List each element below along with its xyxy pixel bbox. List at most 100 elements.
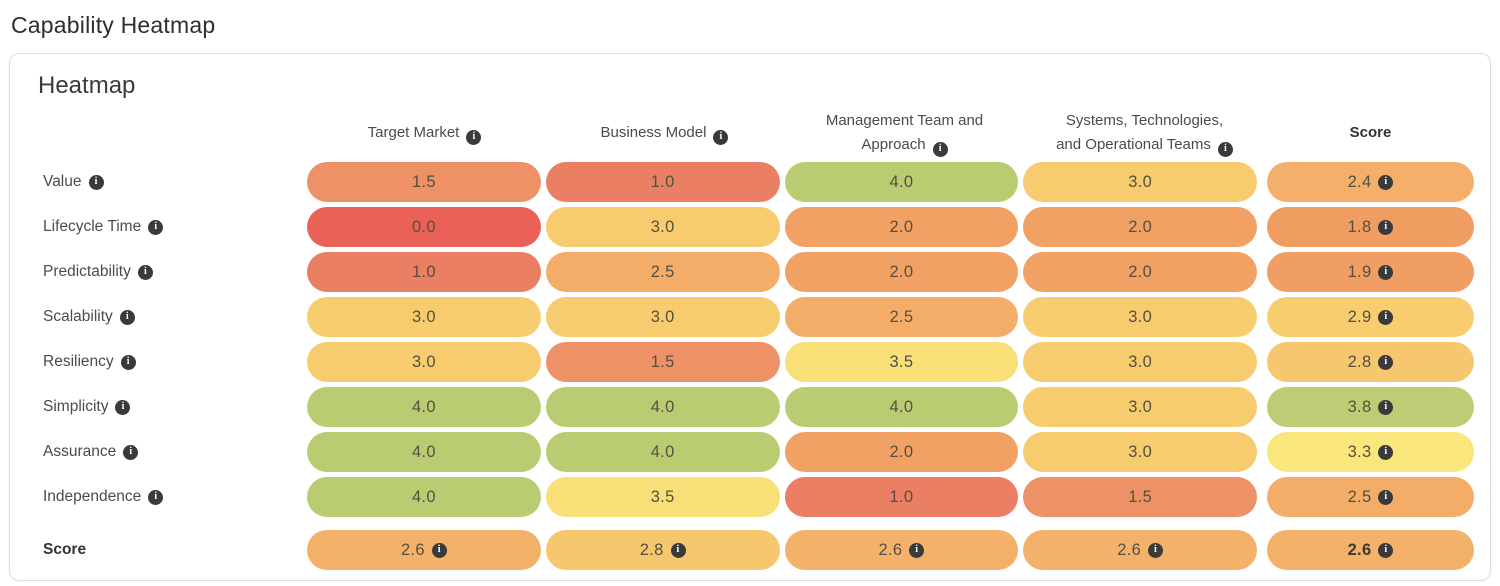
heatmap-card: Heatmap Target Market i Business Model i Man…: [9, 53, 1491, 581]
info-icon[interactable]: i: [88, 174, 104, 190]
info-icon[interactable]: i: [466, 129, 482, 145]
info-icon[interactable]: i: [670, 542, 686, 558]
heatmap-row-value: Value i 1.5 1.0 4.0 3.0 2.4 i: [26, 162, 1474, 202]
score-cell: 1.8 i: [1267, 207, 1474, 247]
column-header-label: Business Model: [600, 124, 707, 141]
cell-value: 3.0: [1128, 352, 1153, 371]
heatmap-cell: 2.0: [1023, 207, 1257, 247]
column-header-business-model: Business Model i: [547, 121, 782, 145]
info-icon[interactable]: i: [932, 141, 948, 157]
info-icon[interactable]: i: [123, 444, 139, 460]
heatmap-row-lifecycle-time: Lifecycle Time i 0.0 3.0 2.0 2.0 1.8 i: [26, 207, 1474, 247]
row-label-text: Score: [43, 541, 87, 558]
cell-value: 1.0: [411, 262, 436, 281]
info-icon[interactable]: i: [909, 542, 925, 558]
cell-value: 1.5: [650, 352, 675, 371]
cell-value: 3.0: [650, 307, 675, 326]
heatmap-cell: 4.0: [545, 387, 780, 427]
info-icon[interactable]: i: [120, 354, 136, 370]
row-label-text: Predictability: [43, 263, 131, 280]
info-icon[interactable]: i: [119, 309, 135, 325]
row-label-scalability: Scalability i: [26, 297, 302, 337]
column-header-score: Score: [1267, 121, 1474, 145]
column-header-target-market: Target Market i: [307, 121, 542, 145]
score-value: 1.9: [1347, 262, 1372, 281]
heatmap-row-simplicity: Simplicity i 4.0 4.0 4.0 3.0 3.8 i: [26, 387, 1474, 427]
column-header-label: Management Team and Approach: [825, 112, 984, 153]
info-icon[interactable]: i: [713, 129, 729, 145]
score-cell: 2.8 i: [1267, 342, 1474, 382]
heatmap-cell: 1.0: [307, 252, 541, 292]
cell-value: 4.0: [889, 397, 914, 416]
score-cell: 2.6 i: [1267, 530, 1474, 570]
heatmap-cell: 1.5: [1023, 477, 1257, 517]
row-label-text: Value: [43, 173, 82, 190]
info-icon[interactable]: i: [1217, 141, 1233, 157]
info-icon[interactable]: i: [1378, 309, 1394, 325]
heatmap-grid: Target Market i Business Model i Management …: [26, 106, 1474, 570]
info-icon[interactable]: i: [137, 264, 153, 280]
header-row: Target Market i Business Model i Management …: [26, 106, 1474, 160]
cell-value: 3.0: [411, 307, 436, 326]
info-icon[interactable]: i: [1378, 444, 1394, 460]
heatmap-cell: 3.5: [545, 477, 780, 517]
cell-value: 3.5: [889, 352, 914, 371]
cell-value: 2.5: [889, 307, 914, 326]
cell-value: 4.0: [889, 172, 914, 191]
heatmap-cell: 3.0: [545, 207, 780, 247]
score-cell: 3.3 i: [1267, 432, 1474, 472]
heatmap-cell: 4.0: [784, 387, 1019, 427]
heatmap-cell: 0.0: [307, 207, 541, 247]
heatmap-cell: 3.0: [1023, 387, 1257, 427]
cell-value: 2.6: [1117, 540, 1142, 559]
row-label-independence: Independence i: [26, 477, 302, 517]
column-header-label: Systems, Technologies, and Operational T…: [1056, 112, 1224, 153]
heatmap-cell: 2.8 i: [545, 530, 780, 570]
info-icon[interactable]: i: [1148, 542, 1164, 558]
row-label-simplicity: Simplicity i: [26, 387, 302, 427]
cell-value: 2.0: [889, 262, 914, 281]
row-label-text: Scalability: [43, 308, 113, 325]
heatmap-cell: 3.0: [1023, 297, 1257, 337]
cell-value: 4.0: [411, 397, 436, 416]
cell-value: 4.0: [650, 397, 675, 416]
heatmap-cell: 2.0: [784, 252, 1019, 292]
cell-value: 3.0: [411, 352, 436, 371]
info-icon[interactable]: i: [1378, 219, 1394, 235]
heatmap-cell: 4.0: [307, 477, 541, 517]
heatmap-cell: 2.5: [784, 297, 1019, 337]
info-icon[interactable]: i: [1378, 264, 1394, 280]
cell-value: 1.0: [650, 172, 675, 191]
heatmap-cell: 3.5: [784, 342, 1019, 382]
info-icon[interactable]: i: [148, 489, 164, 505]
heatmap-cell: 3.0: [1023, 342, 1257, 382]
score-value: 2.9: [1347, 307, 1372, 326]
heatmap-cell: 1.0: [784, 477, 1019, 517]
cell-value: 2.5: [650, 262, 675, 281]
card-title: Heatmap: [38, 72, 136, 99]
info-icon[interactable]: i: [115, 399, 131, 415]
column-header-label: Target Market: [367, 124, 460, 141]
score-value: 2.8: [1347, 352, 1372, 371]
heatmap-cell: 2.6 i: [1023, 530, 1257, 570]
heatmap-cell: 4.0: [307, 387, 541, 427]
heatmap-cell: 2.0: [784, 207, 1019, 247]
heatmap-cell: 4.0: [307, 432, 541, 472]
info-icon[interactable]: i: [1378, 354, 1394, 370]
cell-value: 2.0: [1128, 217, 1153, 236]
info-icon[interactable]: i: [1378, 399, 1394, 415]
heatmap-row-predictability: Predictability i 1.0 2.5 2.0 2.0 1.9 i: [26, 252, 1474, 292]
row-label-text: Assurance: [43, 443, 117, 460]
heatmap-cell: 2.6 i: [784, 530, 1019, 570]
heatmap-cell: 2.0: [784, 432, 1019, 472]
cell-value: 0.0: [411, 217, 436, 236]
row-label-assurance: Assurance i: [26, 432, 302, 472]
info-icon[interactable]: i: [1378, 174, 1394, 190]
heatmap-cell: 2.5: [545, 252, 780, 292]
info-icon[interactable]: i: [431, 542, 447, 558]
cell-value: 3.0: [1128, 307, 1153, 326]
info-icon[interactable]: i: [1378, 542, 1394, 558]
info-icon[interactable]: i: [1378, 489, 1394, 505]
row-label-value: Value i: [26, 162, 302, 202]
info-icon[interactable]: i: [148, 219, 164, 235]
